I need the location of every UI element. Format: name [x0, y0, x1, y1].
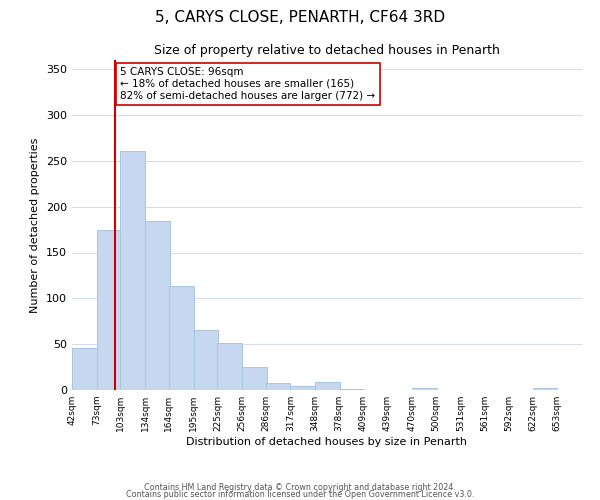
Bar — [412, 388, 437, 390]
Bar — [72, 348, 97, 390]
Text: 5, CARYS CLOSE, PENARTH, CF64 3RD: 5, CARYS CLOSE, PENARTH, CF64 3RD — [155, 10, 445, 25]
Text: 5 CARYS CLOSE: 96sqm
← 18% of detached houses are smaller (165)
82% of semi-deta: 5 CARYS CLOSE: 96sqm ← 18% of detached h… — [121, 68, 376, 100]
X-axis label: Distribution of detached houses by size in Penarth: Distribution of detached houses by size … — [187, 437, 467, 447]
Bar — [339, 389, 364, 390]
Y-axis label: Number of detached properties: Number of detached properties — [31, 138, 40, 312]
Text: Contains HM Land Registry data © Crown copyright and database right 2024.: Contains HM Land Registry data © Crown c… — [144, 484, 456, 492]
Bar — [533, 388, 557, 390]
Bar — [145, 222, 170, 390]
Bar — [97, 230, 121, 390]
Bar — [315, 382, 340, 390]
Bar — [290, 386, 315, 390]
Bar — [266, 382, 290, 390]
Text: Contains public sector information licensed under the Open Government Licence v3: Contains public sector information licen… — [126, 490, 474, 499]
Title: Size of property relative to detached houses in Penarth: Size of property relative to detached ho… — [154, 44, 500, 58]
Bar — [217, 343, 242, 390]
Bar — [242, 367, 266, 390]
Bar — [121, 151, 145, 390]
Bar — [169, 286, 194, 390]
Bar — [194, 330, 218, 390]
